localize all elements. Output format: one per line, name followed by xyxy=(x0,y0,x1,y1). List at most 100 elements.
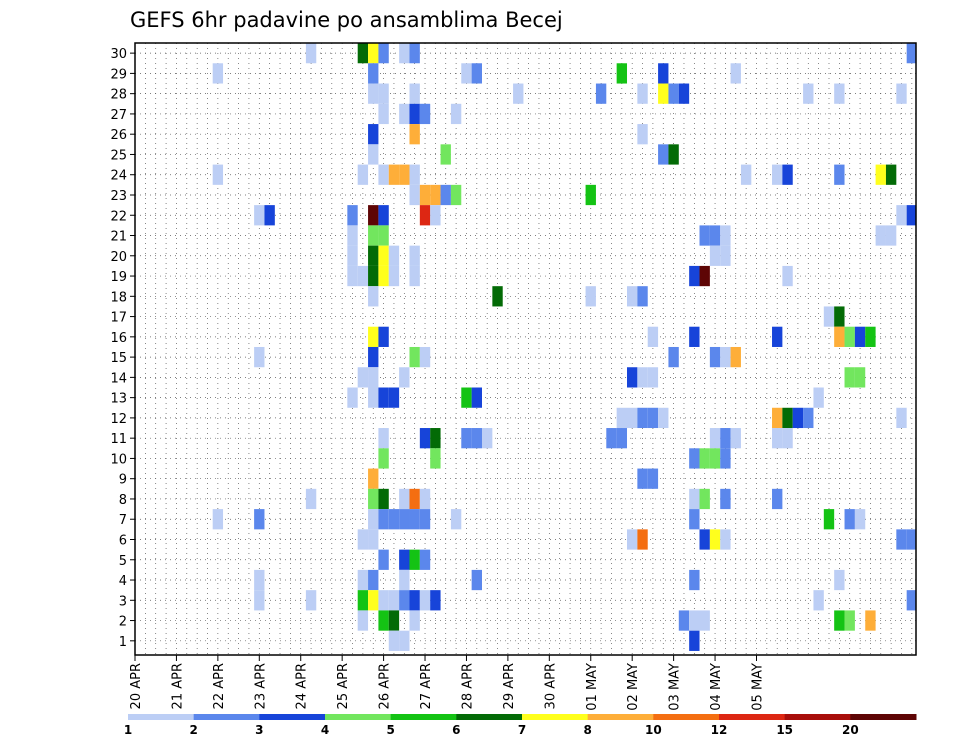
heatmap-cell xyxy=(885,225,897,246)
legend-label: 2 xyxy=(189,723,197,737)
heatmap-cell xyxy=(627,367,638,388)
heatmap-cell xyxy=(627,529,638,550)
legend-swatch xyxy=(719,714,786,720)
legend-swatch xyxy=(390,714,457,720)
heatmap-cell xyxy=(440,184,451,206)
y-tick-label: 19 xyxy=(110,270,127,285)
heatmap-cell xyxy=(347,387,358,408)
heatmap-cell xyxy=(388,610,400,631)
heatmap-cell xyxy=(368,225,379,246)
heatmap-cell xyxy=(720,428,731,449)
heatmap-cell xyxy=(709,529,721,550)
heatmap-cell xyxy=(305,590,317,611)
heatmap-cell xyxy=(378,509,389,530)
heatmap-cell xyxy=(347,205,358,226)
heatmap-cell xyxy=(399,164,410,185)
heatmap-cell xyxy=(792,407,804,429)
heatmap-cell xyxy=(357,529,369,550)
heatmap-cell xyxy=(419,488,431,510)
heatmap-cell xyxy=(378,83,389,104)
heatmap-cell xyxy=(709,245,721,266)
heatmap-cell xyxy=(585,184,596,206)
heatmap-cell xyxy=(689,326,700,347)
heatmap-cell xyxy=(854,367,866,388)
heatmap-cell xyxy=(430,184,441,206)
heatmap-cell xyxy=(471,387,482,408)
heatmap-cell xyxy=(699,488,710,510)
heatmap-cell xyxy=(471,63,482,84)
heatmap-cell xyxy=(254,569,265,591)
heatmap-cell xyxy=(212,63,224,84)
heatmap-cell xyxy=(388,265,400,287)
heatmap-cell xyxy=(782,407,793,429)
heatmap-cell xyxy=(368,144,379,165)
heatmap-cell xyxy=(699,225,710,246)
heatmap-cell xyxy=(399,43,410,64)
heatmap-cell xyxy=(378,549,389,570)
y-tick-label: 8 xyxy=(119,493,127,508)
legend-swatch xyxy=(325,714,392,720)
heatmap-cell xyxy=(430,428,441,449)
heatmap-cell xyxy=(450,184,462,206)
heatmap-cell xyxy=(865,610,876,631)
heatmap-cell xyxy=(368,529,379,550)
heatmap-cell xyxy=(368,346,379,368)
x-tick-label: 04 MAY xyxy=(709,663,724,711)
heatmap-cell xyxy=(419,509,431,530)
heatmap-cell xyxy=(658,407,669,429)
heatmap-cell xyxy=(347,225,358,246)
heatmap-cell xyxy=(772,164,783,185)
heatmap-cell xyxy=(378,428,389,449)
legend-label: 8 xyxy=(583,723,591,737)
heatmap-cell xyxy=(647,407,659,429)
heatmap-cell xyxy=(378,164,389,185)
heatmap-cell xyxy=(368,43,379,64)
heatmap-cell xyxy=(388,590,400,611)
legend-swatch xyxy=(128,714,195,720)
heatmap-cell xyxy=(678,83,690,104)
heatmap-cell xyxy=(844,326,855,347)
heatmap-cell xyxy=(357,569,369,591)
heatmap-cell xyxy=(720,448,731,469)
heatmap-cell xyxy=(461,428,472,449)
legend-label: 20 xyxy=(842,723,859,737)
y-tick-label: 14 xyxy=(110,371,127,386)
heatmap-cell xyxy=(357,43,369,64)
heatmap-cell xyxy=(627,407,638,429)
legend-swatch xyxy=(850,714,917,720)
heatmap-cell xyxy=(409,245,420,266)
heatmap-cell xyxy=(368,488,379,510)
heatmap-cell xyxy=(378,205,389,226)
y-tick-label: 22 xyxy=(110,209,127,224)
x-tick-label: 29 APR xyxy=(502,663,517,709)
heatmap-cell xyxy=(637,529,648,550)
y-tick-label: 17 xyxy=(110,311,127,326)
heatmap-cell xyxy=(419,428,431,449)
color-legend: 1 2 3 4 5 6 7 8 10 12 15 20 xyxy=(124,714,917,737)
heatmap-cell xyxy=(875,164,886,185)
heatmap-cell xyxy=(399,569,410,591)
heatmap-cell xyxy=(254,205,265,226)
heatmap-cell xyxy=(388,245,400,266)
heatmap-cell xyxy=(368,387,379,408)
heatmap-cell xyxy=(782,265,793,287)
heatmap-cell xyxy=(730,63,741,84)
heatmap-cell xyxy=(419,549,431,570)
heatmap-cell xyxy=(875,225,886,246)
heatmap-cell xyxy=(430,590,441,611)
legend-swatch xyxy=(193,714,260,720)
heatmap-cell xyxy=(378,448,389,469)
heatmap-cell xyxy=(854,509,866,530)
legend-swatch xyxy=(259,714,326,720)
legend-label: 4 xyxy=(321,723,329,737)
heatmap-cell xyxy=(409,265,420,287)
heatmap-cell xyxy=(606,428,617,449)
x-tick-label: 22 APR xyxy=(212,663,227,709)
heatmap-cell xyxy=(212,509,224,530)
y-tick-label: 24 xyxy=(110,169,127,184)
heatmap-cell xyxy=(709,225,721,246)
heatmap-cell xyxy=(399,590,410,611)
heatmap-cell xyxy=(471,428,482,449)
heatmap-cells xyxy=(212,43,916,651)
